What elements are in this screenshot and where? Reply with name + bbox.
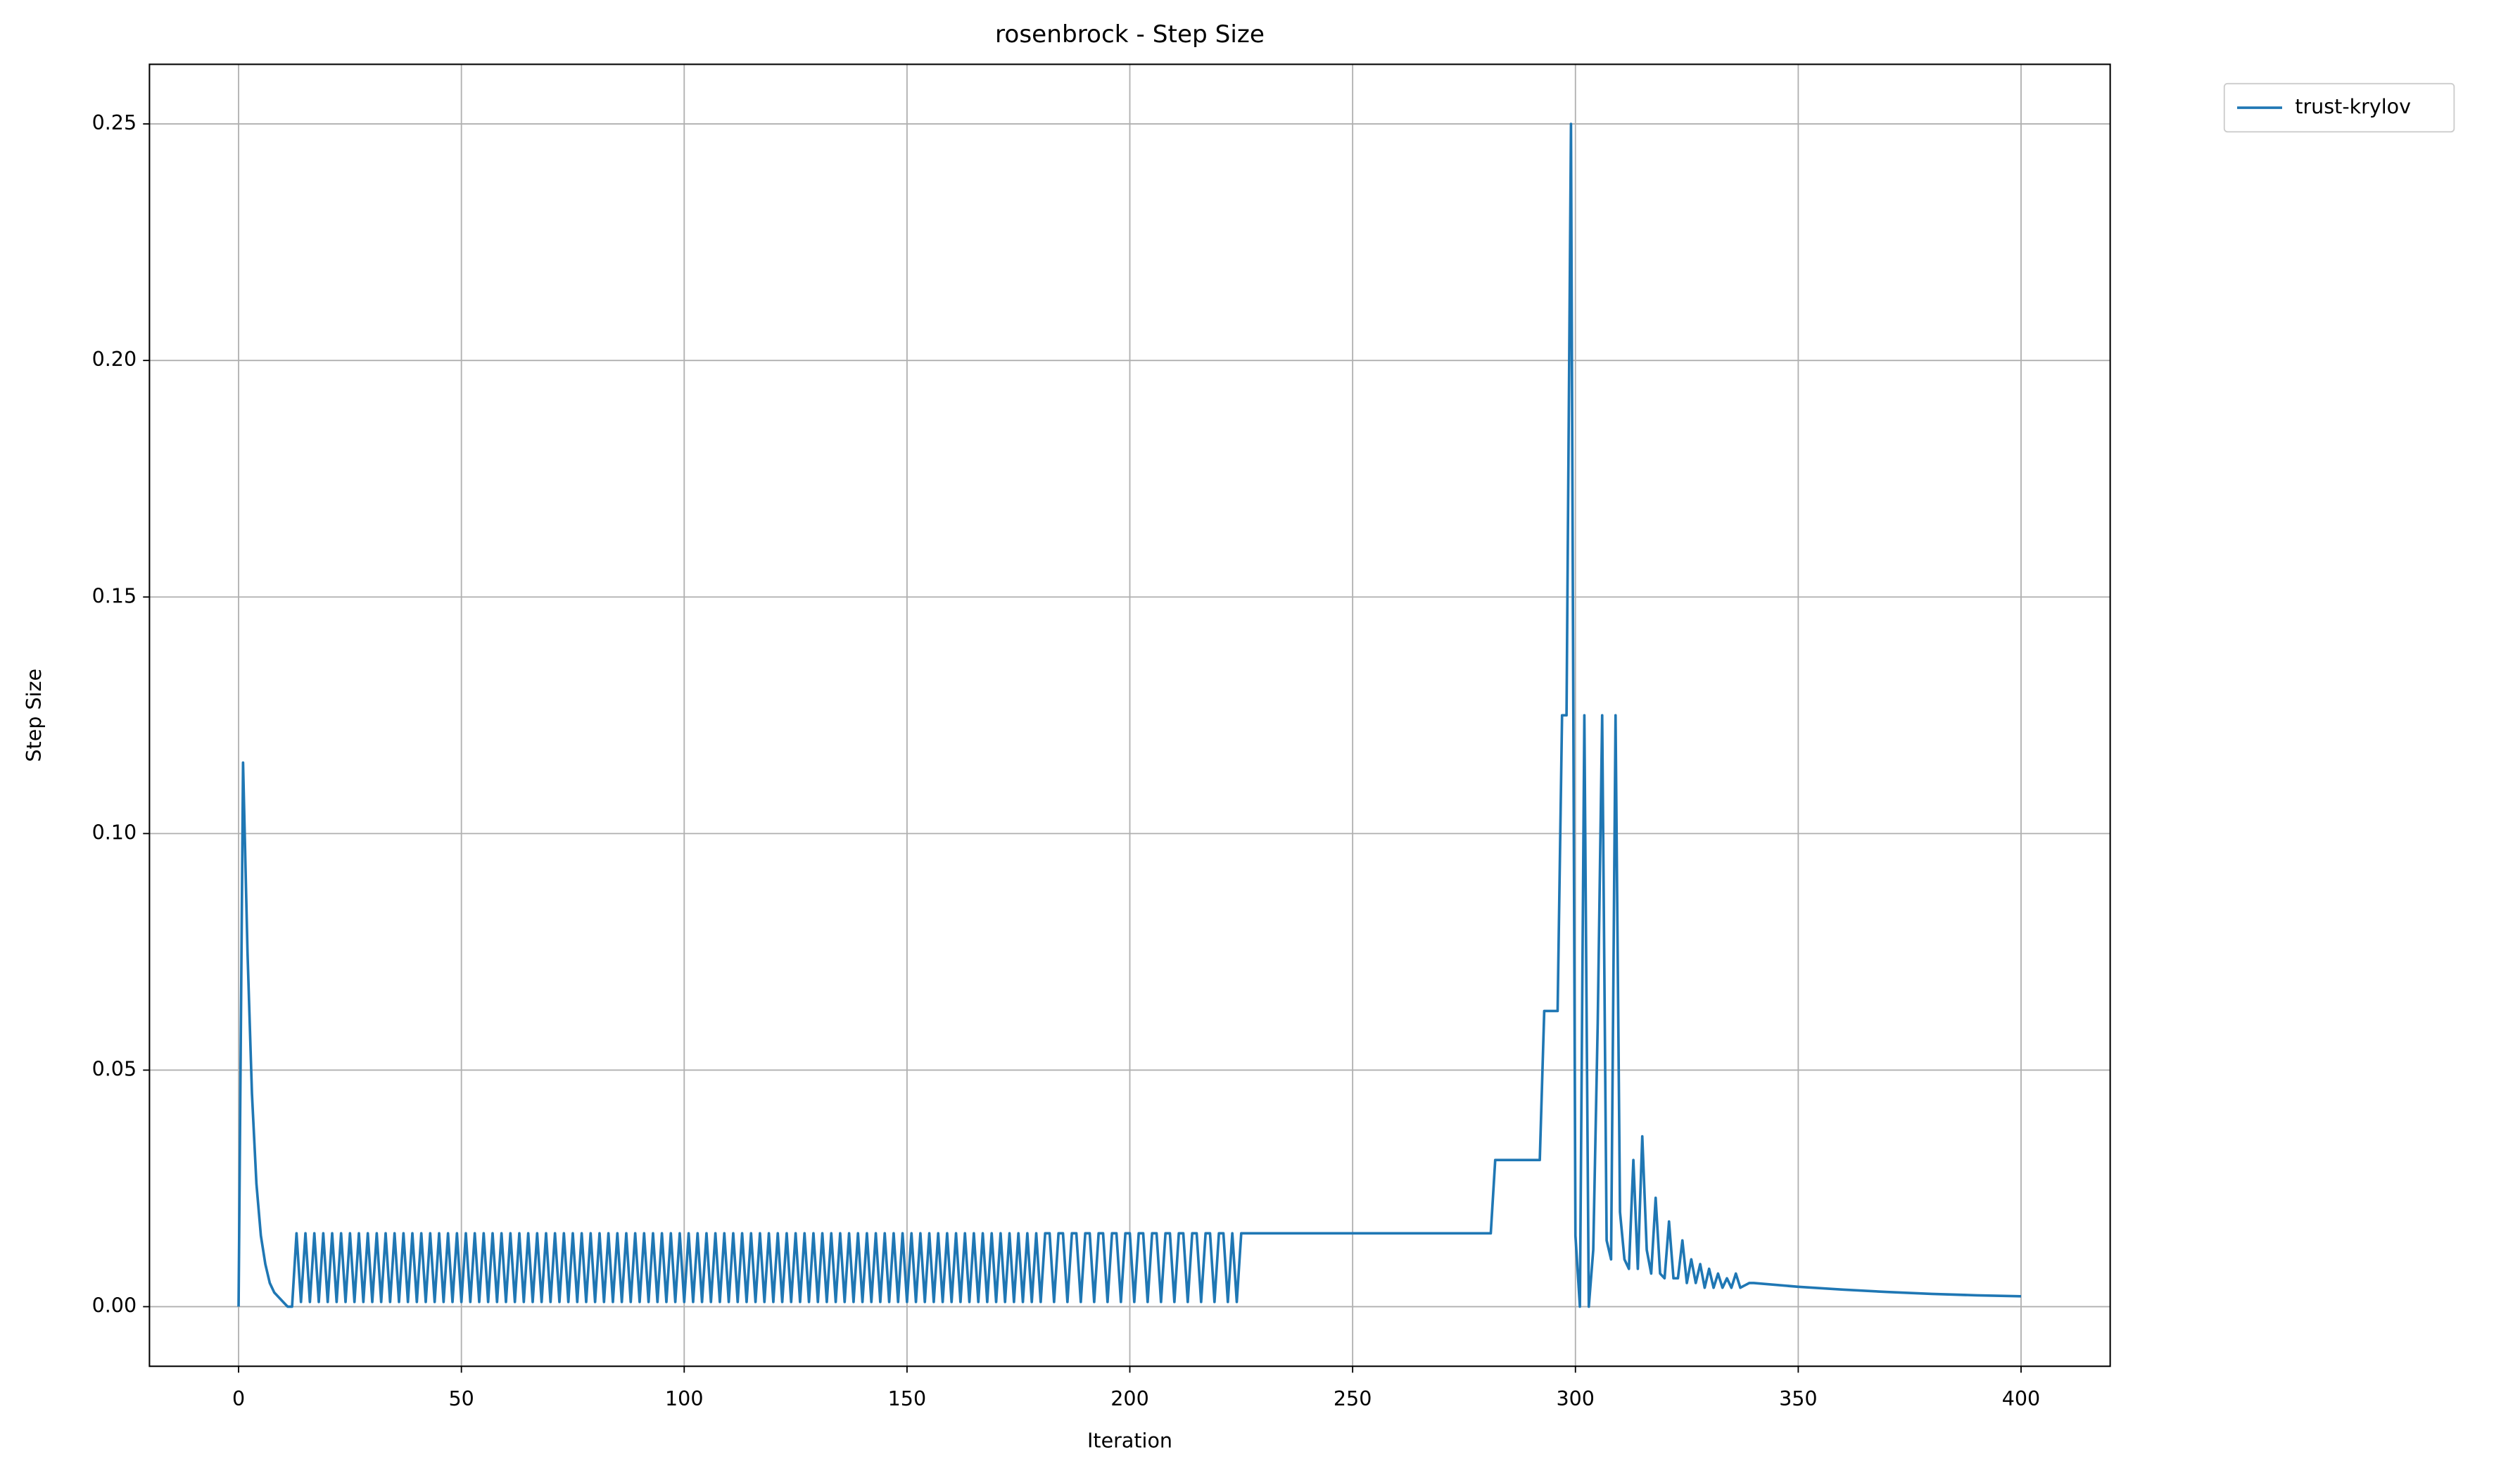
x-tick-label: 0	[232, 1387, 245, 1410]
legend-label: trust-krylov	[2295, 95, 2411, 118]
y-tick-label: 0.25	[92, 111, 137, 134]
y-tick-label: 0.05	[92, 1057, 137, 1080]
x-tick-label: 200	[1110, 1387, 1148, 1410]
x-tick-label: 350	[1779, 1387, 1817, 1410]
y-tick-label: 0.00	[92, 1294, 137, 1318]
y-tick-label: 0.15	[92, 584, 137, 607]
x-tick-label: 150	[888, 1387, 926, 1410]
y-axis-label: Step Size	[23, 669, 46, 762]
x-axis-label: Iteration	[1087, 1429, 1172, 1453]
plot-frame	[148, 63, 2111, 1368]
x-tick-label: 300	[1557, 1387, 1595, 1410]
x-tick-label: 400	[2002, 1387, 2040, 1410]
y-tick-label: 0.20	[92, 348, 137, 371]
chart-title: rosenbrock - Step Size	[995, 20, 1265, 49]
x-tick-label: 250	[1334, 1387, 1372, 1410]
y-tick-label: 0.10	[92, 821, 137, 844]
legend-box	[2223, 82, 2455, 133]
x-tick-label: 50	[449, 1387, 474, 1410]
data-line	[237, 122, 2022, 1308]
x-tick-label: 100	[665, 1387, 703, 1410]
